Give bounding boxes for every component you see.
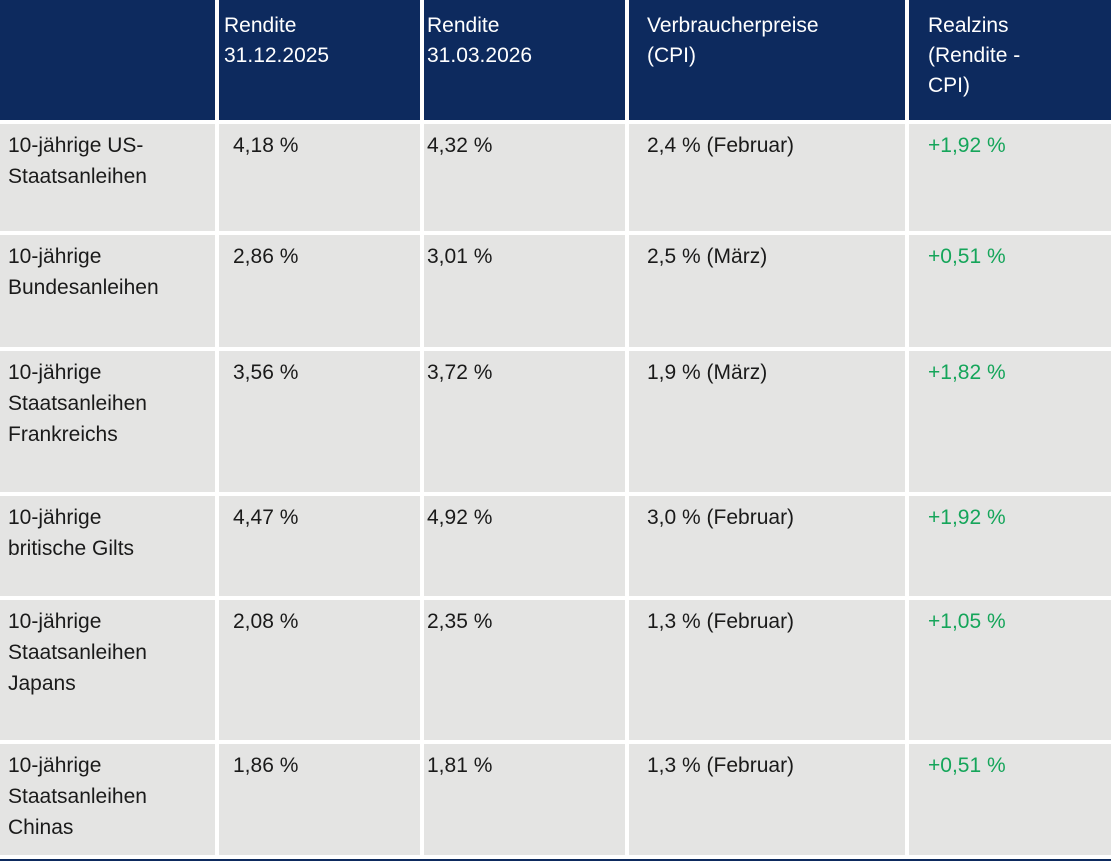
- yield-dec-cell: 3,56 %: [219, 351, 420, 492]
- header-empty-cell: [0, 0, 215, 120]
- yield-dec-cell: 1,86 %: [219, 744, 420, 855]
- yield-mar-cell: 2,35 %: [424, 600, 625, 740]
- yield-mar-cell: 4,32 %: [424, 124, 625, 231]
- bond-name-cell: 10-jährige Staatsanleihen Frankreichs: [0, 351, 215, 492]
- header-yield-dec-2025: Rendite 31.12.2025: [219, 0, 420, 120]
- yield-mar-cell: 4,92 %: [424, 496, 625, 596]
- realzins-cell: +0,51 %: [909, 744, 1111, 855]
- yield-mar-cell: 1,81 %: [424, 744, 625, 855]
- yield-mar-cell: 3,72 %: [424, 351, 625, 492]
- yield-dec-cell: 2,86 %: [219, 235, 420, 347]
- header-cpi: Verbraucherpreise (CPI): [629, 0, 905, 120]
- yield-mar-cell: 3,01 %: [424, 235, 625, 347]
- cpi-cell: 2,4 % (Februar): [629, 124, 905, 231]
- realzins-cell: +1,92 %: [909, 124, 1111, 231]
- realzins-cell: +1,05 %: [909, 600, 1111, 740]
- cpi-cell: 1,3 % (Februar): [629, 600, 905, 740]
- table-bottom-border: [0, 859, 1111, 861]
- bond-name-cell: 10-jährige britische Gilts: [0, 496, 215, 596]
- yield-dec-cell: 4,18 %: [219, 124, 420, 231]
- bond-name-cell: 10-jährige Staatsanleihen Chinas: [0, 744, 215, 855]
- cpi-cell: 2,5 % (März): [629, 235, 905, 347]
- yield-dec-cell: 2,08 %: [219, 600, 420, 740]
- cpi-cell: 3,0 % (Februar): [629, 496, 905, 596]
- header-realzins: Realzins (Rendite - CPI): [909, 0, 1111, 120]
- bond-name-cell: 10-jährige Bundesanleihen: [0, 235, 215, 347]
- realzins-cell: +0,51 %: [909, 235, 1111, 347]
- yield-dec-cell: 4,47 %: [219, 496, 420, 596]
- realzins-cell: +1,92 %: [909, 496, 1111, 596]
- realzins-cell: +1,82 %: [909, 351, 1111, 492]
- cpi-cell: 1,9 % (März): [629, 351, 905, 492]
- bond-name-cell: 10-jährige US- Staatsanleihen: [0, 124, 215, 231]
- cpi-cell: 1,3 % (Februar): [629, 744, 905, 855]
- bond-name-cell: 10-jährige Staatsanleihen Japans: [0, 600, 215, 740]
- header-yield-mar-2026: Rendite 31.03.2026: [424, 0, 625, 120]
